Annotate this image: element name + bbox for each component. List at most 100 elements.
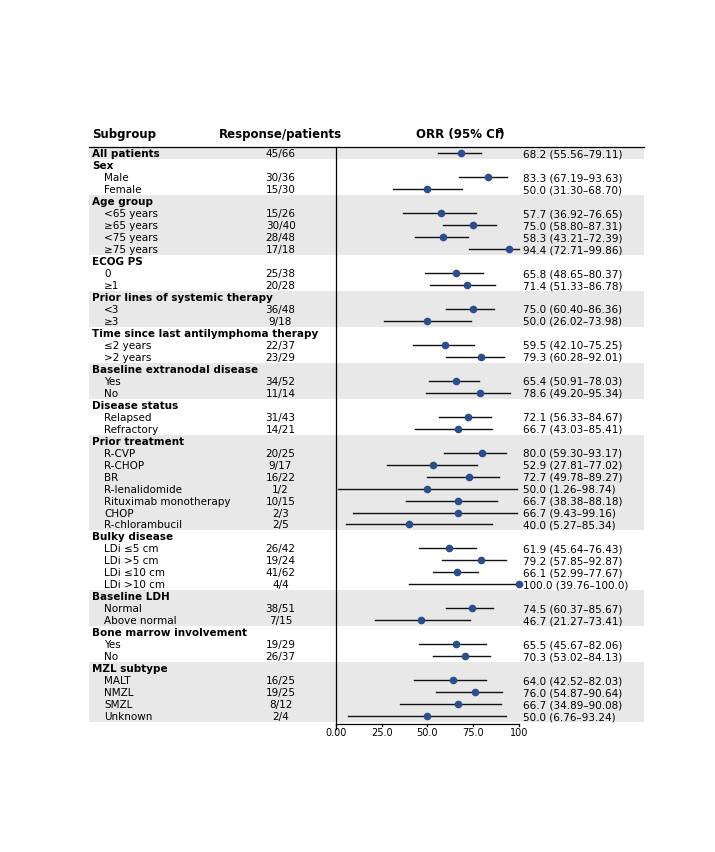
Bar [89, 447, 644, 459]
Text: 2/5: 2/5 [272, 520, 289, 530]
Text: Disease status: Disease status [92, 400, 179, 411]
Text: ECOG PS: ECOG PS [92, 256, 143, 267]
Text: 26/37: 26/37 [265, 652, 295, 661]
Text: 10/15: 10/15 [265, 496, 295, 506]
Text: 52.9 (27.81–77.02): 52.9 (27.81–77.02) [523, 460, 622, 470]
Text: 9/17: 9/17 [269, 460, 292, 470]
Text: R-CVP: R-CVP [104, 448, 136, 458]
Text: 75.0 (60.40–86.36): 75.0 (60.40–86.36) [523, 305, 622, 314]
Text: 78.6 (49.20–95.34): 78.6 (49.20–95.34) [523, 389, 622, 399]
Bar [89, 602, 644, 614]
Text: 11/14: 11/14 [265, 389, 295, 399]
Text: 65.8 (48.65–80.37): 65.8 (48.65–80.37) [523, 268, 622, 279]
Text: Relapsed: Relapsed [104, 412, 152, 423]
Text: 46.7 (21.27–73.41): 46.7 (21.27–73.41) [523, 615, 622, 625]
Text: 36/48: 36/48 [265, 305, 295, 314]
Text: Sex: Sex [92, 161, 114, 171]
Text: Normal: Normal [104, 603, 142, 613]
Text: Response/patients: Response/patients [219, 128, 342, 141]
Text: Subgroup: Subgroup [92, 128, 156, 141]
Text: SMZL: SMZL [104, 699, 133, 709]
Text: 45/66: 45/66 [265, 149, 295, 159]
Text: 23/29: 23/29 [265, 353, 295, 362]
Text: 31/43: 31/43 [265, 412, 295, 423]
Text: 38/51: 38/51 [265, 603, 295, 613]
Text: Yes: Yes [104, 640, 121, 649]
Bar [89, 388, 644, 400]
Text: 76.0 (54.87–90.64): 76.0 (54.87–90.64) [523, 688, 622, 697]
Text: 22/37: 22/37 [265, 341, 295, 350]
Text: 57.7 (36.92–76.65): 57.7 (36.92–76.65) [523, 209, 622, 219]
Text: MZL subtype: MZL subtype [92, 664, 168, 673]
Bar [89, 483, 644, 495]
Bar [89, 364, 644, 376]
Text: <65 years: <65 years [104, 209, 158, 219]
Text: >2 years: >2 years [104, 353, 152, 362]
Text: 30/36: 30/36 [265, 173, 295, 183]
Text: 50.0 (6.76–93.24): 50.0 (6.76–93.24) [523, 711, 616, 721]
Bar [89, 196, 644, 208]
Text: a: a [497, 126, 502, 135]
Text: 50.0: 50.0 [417, 727, 438, 737]
Text: 50.0 (31.30–68.70): 50.0 (31.30–68.70) [523, 185, 622, 195]
Text: 79.2 (57.85–92.87): 79.2 (57.85–92.87) [523, 556, 622, 566]
Bar [89, 471, 644, 483]
Bar [89, 590, 644, 602]
Text: Bone marrow involvement: Bone marrow involvement [92, 628, 247, 637]
Text: Refractory: Refractory [104, 424, 159, 435]
Bar [89, 208, 644, 220]
Text: ORR (95% CI): ORR (95% CI) [416, 128, 505, 141]
Bar [89, 303, 644, 315]
Text: 72.1 (56.33–84.67): 72.1 (56.33–84.67) [523, 412, 622, 423]
Text: 80.0 (59.30–93.17): 80.0 (59.30–93.17) [523, 448, 622, 458]
Text: 25.0: 25.0 [371, 727, 393, 737]
Text: 26/42: 26/42 [265, 544, 295, 554]
Bar [89, 675, 644, 687]
Text: ≥3: ≥3 [104, 317, 119, 326]
Text: 70.3 (53.02–84.13): 70.3 (53.02–84.13) [523, 652, 622, 661]
Bar [89, 614, 644, 626]
Text: Baseline extranodal disease: Baseline extranodal disease [92, 365, 258, 374]
Bar [89, 662, 644, 675]
Text: 41/62: 41/62 [265, 567, 295, 578]
Text: LDi ≤5 cm: LDi ≤5 cm [104, 544, 159, 554]
Bar [89, 291, 644, 303]
Text: 0: 0 [104, 268, 111, 279]
Text: 1/2: 1/2 [272, 484, 289, 494]
Bar [89, 315, 644, 327]
Text: 8/12: 8/12 [269, 699, 292, 709]
Text: Age group: Age group [92, 197, 153, 207]
Text: 20/25: 20/25 [265, 448, 295, 458]
Bar [89, 148, 644, 160]
Text: 14/21: 14/21 [265, 424, 295, 435]
Text: 19/25: 19/25 [265, 688, 295, 697]
Text: Male: Male [104, 173, 129, 183]
Text: R-chlorambucil: R-chlorambucil [104, 520, 182, 530]
Text: 7/15: 7/15 [269, 615, 292, 625]
Text: ≥1: ≥1 [104, 280, 119, 291]
Text: 20/28: 20/28 [265, 280, 295, 291]
Text: R-lenalidomide: R-lenalidomide [104, 484, 182, 494]
Text: R-CHOP: R-CHOP [104, 460, 144, 470]
Text: 61.9 (45.64–76.43): 61.9 (45.64–76.43) [523, 544, 622, 554]
Text: No: No [104, 389, 119, 399]
Text: Baseline LDH: Baseline LDH [92, 591, 170, 602]
Text: NMZL: NMZL [104, 688, 134, 697]
Text: MALT: MALT [104, 676, 131, 685]
Text: 50.0 (26.02–73.98): 50.0 (26.02–73.98) [523, 317, 622, 326]
Text: 66.7 (9.43–99.16): 66.7 (9.43–99.16) [523, 508, 616, 518]
Text: 79.3 (60.28–92.01): 79.3 (60.28–92.01) [523, 353, 622, 362]
Bar [89, 699, 644, 711]
Text: 65.5 (45.67–82.06): 65.5 (45.67–82.06) [523, 640, 622, 649]
Text: Time since last antilymphoma therapy: Time since last antilymphoma therapy [92, 329, 318, 338]
Text: CHOP: CHOP [104, 508, 134, 518]
Bar [89, 435, 644, 447]
Text: Yes: Yes [104, 377, 121, 386]
Text: 59.5 (42.10–75.25): 59.5 (42.10–75.25) [523, 341, 622, 350]
Text: Above normal: Above normal [104, 615, 177, 625]
Text: 66.7 (34.89–90.08): 66.7 (34.89–90.08) [523, 699, 622, 709]
Text: Prior treatment: Prior treatment [92, 436, 184, 446]
Text: 64.0 (42.52–82.03): 64.0 (42.52–82.03) [523, 676, 622, 685]
Text: 74.5 (60.37–85.67): 74.5 (60.37–85.67) [523, 603, 622, 613]
Text: LDi >10 cm: LDi >10 cm [104, 579, 165, 590]
